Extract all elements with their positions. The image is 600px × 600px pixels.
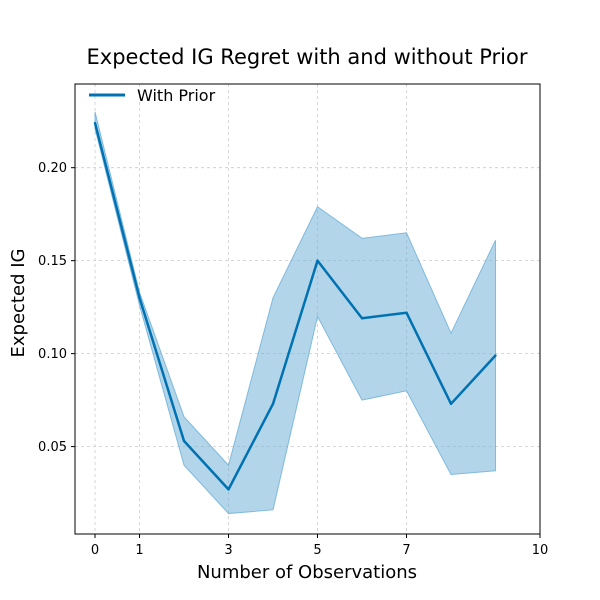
x-tick-label: 0 bbox=[91, 543, 99, 558]
y-axis-title: Expected IG bbox=[8, 249, 29, 358]
x-tick-label: 3 bbox=[224, 543, 232, 558]
confidence-bands bbox=[94, 111, 497, 515]
x-tick-label: 1 bbox=[135, 543, 143, 558]
data-point bbox=[93, 121, 97, 125]
y-tick-label: 0.15 bbox=[38, 254, 67, 269]
data-point bbox=[182, 439, 186, 443]
data-point bbox=[227, 488, 230, 491]
y-tick-label: 0.10 bbox=[38, 347, 67, 362]
chart-title: Expected IG Regret with and without Prio… bbox=[87, 45, 528, 69]
data-point bbox=[271, 402, 275, 406]
y-tick-label: 0.05 bbox=[38, 440, 67, 455]
data-point bbox=[360, 317, 364, 320]
series-lines bbox=[93, 121, 497, 491]
confidence-band bbox=[94, 111, 497, 515]
data-point bbox=[494, 354, 497, 357]
data-point bbox=[449, 402, 453, 406]
legend-label: With Prior bbox=[137, 86, 216, 105]
y-ticks: 0.05 0.10 0.15 0.20 bbox=[38, 161, 75, 455]
data-point bbox=[405, 311, 408, 314]
x-axis-title: Number of Observations bbox=[197, 562, 417, 583]
series-line bbox=[93, 122, 497, 491]
y-tick-label: 0.20 bbox=[38, 161, 67, 176]
data-point bbox=[138, 296, 141, 300]
x-tick-label: 7 bbox=[402, 543, 410, 558]
x-tick-label: 10 bbox=[532, 543, 549, 558]
x-ticks: 0 1 3 5 7 10 bbox=[91, 534, 548, 558]
data-point bbox=[316, 259, 319, 262]
x-tick-label: 5 bbox=[313, 543, 321, 558]
plot-frame bbox=[74, 83, 541, 535]
legend: With Prior bbox=[89, 86, 216, 105]
